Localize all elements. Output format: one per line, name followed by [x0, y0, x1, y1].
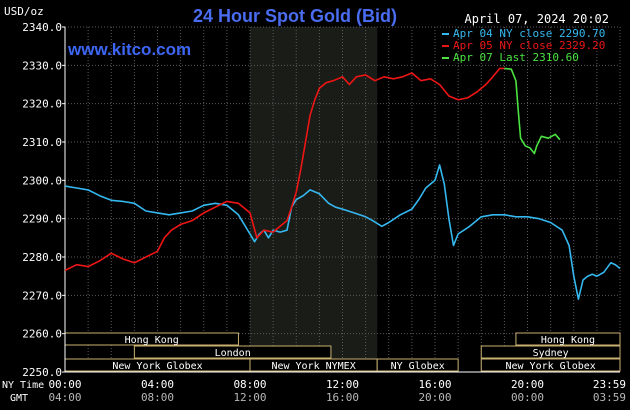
session-label: Hong Kong	[125, 335, 179, 346]
x-tick-labels: 00:0004:0004:0008:0008:0012:0012:0016:00…	[48, 378, 626, 404]
session-bar	[480, 358, 621, 372]
session-label: New York Globex	[505, 361, 595, 372]
x-tick-label-gmt: 03:59	[593, 391, 626, 404]
series-line	[64, 164, 621, 300]
y-tick-label: 2260.0	[22, 328, 62, 341]
session-label: Sydney	[533, 348, 569, 359]
x-tick-label-gmt: 00:00	[511, 391, 544, 404]
legend-entry: Apr 05 NY close 2329.20	[453, 39, 605, 52]
session-bars: Hong Kong Hong Kong London Sydney New York G…	[64, 332, 621, 372]
y-tick-label: 2310.0	[22, 136, 62, 149]
nymex-session-band	[250, 27, 378, 372]
y-tick-label: 2290.0	[22, 213, 62, 226]
x-tick-label-ny: 20:00	[511, 378, 544, 391]
legend-entry: Apr 07 Last 2310.60	[453, 51, 579, 64]
session-label: London	[215, 348, 251, 359]
session-bar	[480, 345, 621, 359]
price-lines	[64, 67, 621, 300]
x-tick-label-gmt: 08:00	[141, 391, 174, 404]
x-tick-label-ny: 08:00	[233, 378, 266, 391]
x-tick-label-ny: 00:00	[48, 378, 81, 391]
y-tick-label: 2280.0	[22, 251, 62, 264]
unit-label: USD/oz	[4, 5, 44, 18]
session-bar	[133, 345, 332, 359]
y-tick-labels: 2340.0 2330.0 2320.0 2310.0 2300.0 2290.0 2280…	[22, 21, 65, 379]
site-url: www.kitco.com	[67, 40, 191, 59]
x-tick-label-gmt: 20:00	[418, 391, 451, 404]
grid-lines	[64, 26, 621, 373]
session-label: New York Globex	[112, 361, 202, 372]
series-line	[504, 67, 561, 155]
y-tick-label: 2330.0	[22, 59, 62, 72]
gmt-label: GMT	[10, 393, 28, 404]
x-tick-label-gmt: 12:00	[233, 391, 266, 404]
series-line	[64, 67, 505, 272]
session-label: New York NYMEX	[271, 361, 355, 372]
x-tick-label-ny: 04:00	[141, 378, 174, 391]
x-tick-label-ny: 23:59	[593, 378, 626, 391]
timestamp: April 07, 2024 20:02	[465, 12, 610, 26]
y-tick-label: 2340.0	[22, 21, 62, 34]
y-tick-label: 2250.0	[22, 366, 62, 379]
legend-entry: Apr 04 NY close 2290.70	[453, 27, 605, 40]
ny-time-label: NY Time	[2, 380, 44, 391]
session-label: NY Globex	[391, 361, 445, 372]
session-label: Hong Kong	[541, 335, 595, 346]
session-bar	[515, 332, 621, 346]
x-tick-label-ny: 16:00	[418, 378, 451, 391]
x-tick-label-ny: 12:00	[326, 378, 359, 391]
chart-title: 24 Hour Spot Gold (Bid)	[193, 6, 397, 26]
y-tick-label: 2270.0	[22, 289, 62, 302]
session-bar	[376, 358, 459, 372]
x-tick-label-gmt: 16:00	[326, 391, 359, 404]
x-tick-label-gmt: 04:00	[48, 391, 81, 404]
y-tick-label: 2320.0	[22, 98, 62, 111]
y-tick-label: 2300.0	[22, 174, 62, 187]
